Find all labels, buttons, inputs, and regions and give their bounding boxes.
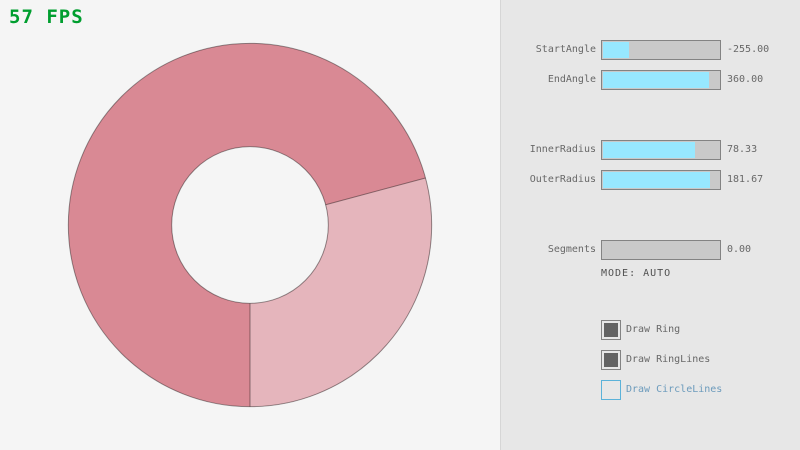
startangle-slider-row: StartAngle -255.00 [501, 40, 800, 60]
segments-slider-row: Segments 0.00 [501, 240, 800, 260]
segments-slider[interactable] [601, 240, 721, 260]
segments-label: Segments [547, 244, 596, 255]
innerradius-slider[interactable] [601, 140, 721, 160]
startangle-value: -255.00 [727, 44, 770, 55]
startangle-slider-fill [603, 42, 629, 58]
startangle-label: StartAngle [535, 44, 596, 55]
innerradius-value: 78.33 [727, 144, 758, 155]
draw-circlelines-label: Draw CircleLines [626, 384, 723, 395]
fps-counter: 57 FPS [9, 6, 84, 28]
draw-ringlines-checkbox-row: Draw RingLines [501, 350, 800, 370]
mode-label: MODE: AUTO [601, 268, 672, 279]
outerradius-slider-row: OuterRadius 181.67 [501, 170, 800, 190]
endangle-label: EndAngle [547, 74, 596, 85]
draw-ring-checkbox[interactable] [601, 320, 621, 340]
outerradius-value: 181.67 [727, 174, 764, 185]
endangle-value: 360.00 [727, 74, 764, 85]
innerradius-label: InnerRadius [529, 144, 596, 155]
endangle-slider[interactable] [601, 70, 721, 90]
draw-ring-label: Draw Ring [626, 324, 681, 335]
check-mark [604, 353, 618, 367]
draw-ringlines-checkbox[interactable] [601, 350, 621, 370]
innerradius-slider-fill [603, 142, 696, 158]
draw-circlelines-checkbox[interactable] [601, 380, 621, 400]
check-mark [604, 323, 618, 337]
outerradius-slider-fill [603, 172, 711, 188]
draw-ringlines-label: Draw RingLines [626, 354, 711, 365]
innerradius-slider-row: InnerRadius 78.33 [501, 140, 800, 160]
outerradius-label: OuterRadius [529, 174, 596, 185]
outerradius-slider[interactable] [601, 170, 721, 190]
startangle-slider[interactable] [601, 40, 721, 60]
draw-ring-checkbox-row: Draw Ring [501, 320, 800, 340]
segments-value: 0.00 [727, 244, 752, 255]
draw-circlelines-checkbox-row: Draw CircleLines [501, 380, 800, 400]
endangle-slider-fill [603, 72, 710, 88]
settings-panel: StartAngle -255.00 EndAngle 360.00 Inner… [500, 0, 800, 450]
endangle-slider-row: EndAngle 360.00 [501, 70, 800, 90]
